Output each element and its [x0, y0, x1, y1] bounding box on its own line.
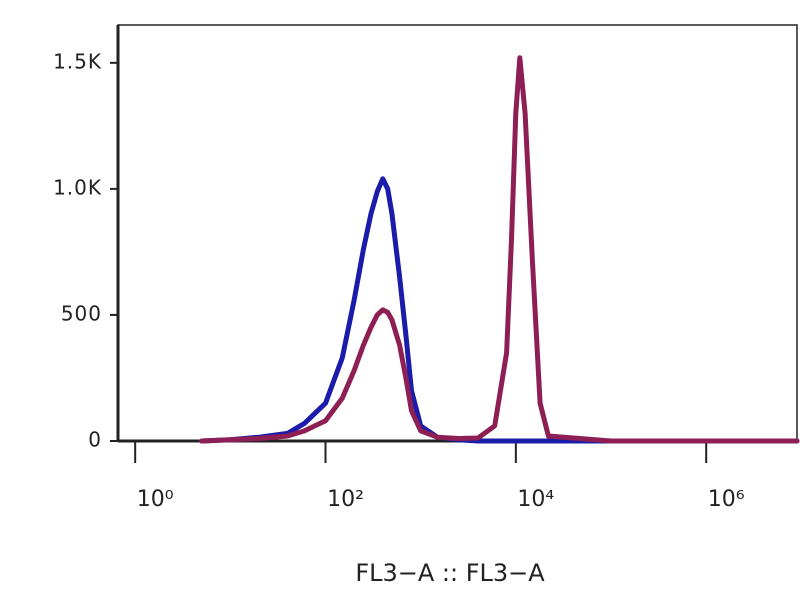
- y-tick-label: 0: [88, 428, 102, 452]
- y-tick-label: 1.5K: [53, 49, 102, 73]
- plot-frame: [117, 24, 798, 442]
- series-line: [199, 55, 800, 444]
- x-tick-label: 10²: [327, 487, 364, 512]
- x-tick-label: 10⁰: [137, 487, 174, 512]
- series-line: [199, 176, 800, 444]
- x-tick-label: 10⁶: [708, 487, 745, 512]
- y-tick-label: 1.0K: [53, 175, 102, 199]
- y-tick-label: 500: [61, 301, 102, 325]
- x-tick-label: 10⁴: [517, 487, 554, 512]
- x-axis-title: FL3−A :: FL3−A: [355, 559, 545, 587]
